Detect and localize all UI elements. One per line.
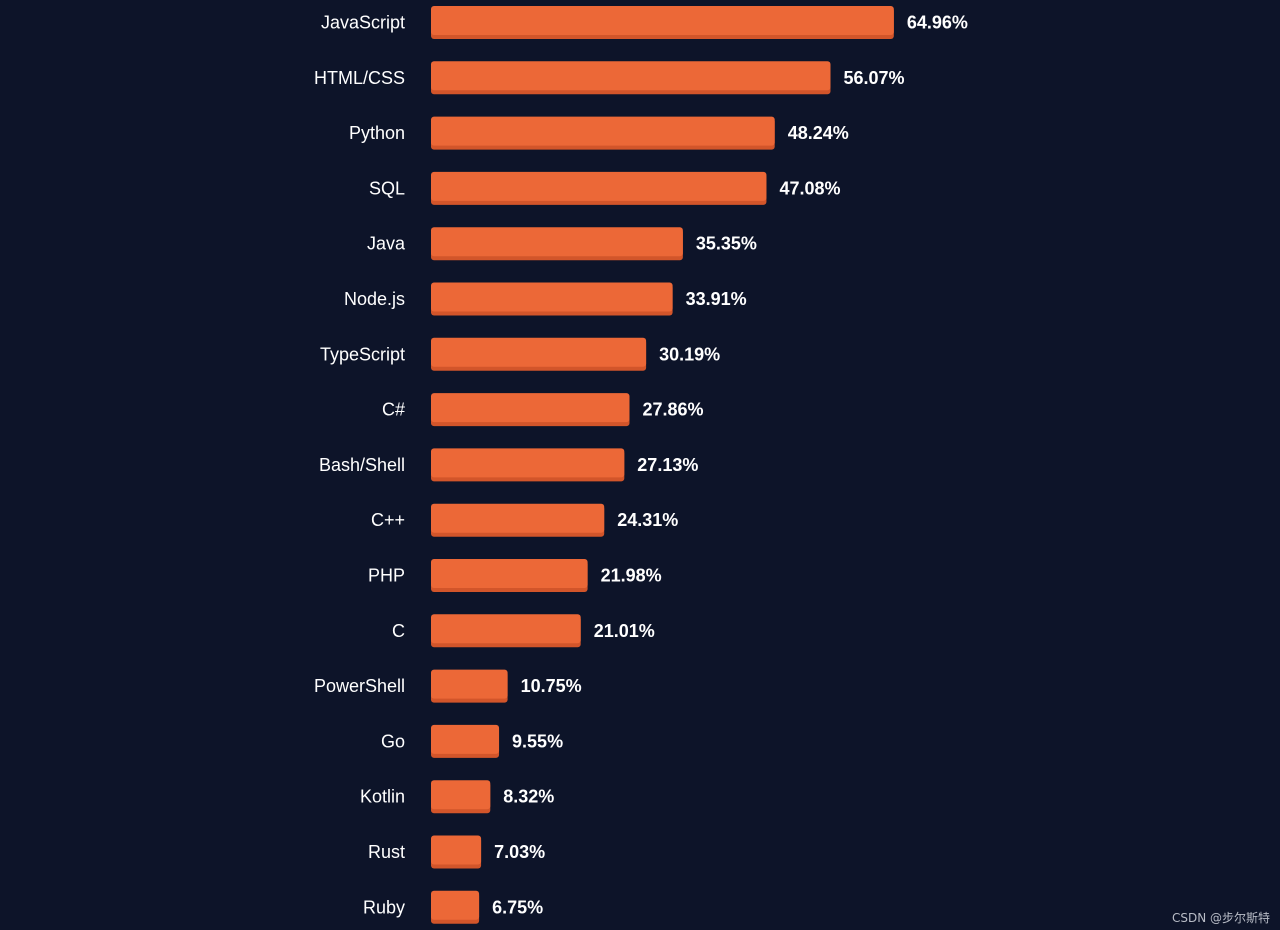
value-label: 8.32% [503, 787, 554, 807]
category-label: TypeScript [320, 344, 405, 364]
category-label: Node.js [344, 289, 405, 309]
value-label: 24.31% [617, 510, 678, 530]
category-label: SQL [369, 178, 405, 198]
category-label: PowerShell [314, 676, 405, 696]
value-label: 9.55% [512, 731, 563, 751]
category-label: Go [381, 731, 405, 751]
category-label: Java [367, 234, 406, 254]
bar [431, 448, 625, 478]
bar-row: SQL 47.08% [369, 171, 841, 205]
value-label: 30.19% [659, 344, 720, 364]
category-label: PHP [368, 566, 405, 586]
value-label: 47.08% [779, 178, 840, 198]
bar [431, 393, 630, 423]
bar-row: Go 9.55% [381, 724, 563, 758]
bar [431, 890, 480, 920]
value-label: 56.07% [843, 68, 904, 88]
bar-row: Node.js 33.91% [344, 282, 747, 316]
value-label: 27.86% [643, 400, 704, 420]
category-label: Kotlin [360, 787, 405, 807]
category-label: HTML/CSS [314, 68, 405, 88]
bar [431, 503, 605, 533]
bar-row: C++ 24.31% [371, 503, 678, 537]
bar [431, 559, 588, 588]
category-label: Bash/Shell [319, 455, 405, 475]
bar-row: TypeScript 30.19% [320, 337, 720, 371]
bar [431, 171, 767, 201]
bar [431, 227, 683, 257]
bar-row: JavaScript 64.96% [321, 6, 968, 39]
bar [431, 614, 581, 644]
bar-row: Kotlin 8.32% [360, 780, 554, 814]
bar-row: C 21.01% [392, 614, 655, 648]
category-label: C++ [371, 510, 405, 530]
value-label: 27.13% [637, 455, 698, 475]
bar-row: C# 27.86% [382, 393, 704, 427]
category-label: Ruby [363, 897, 405, 917]
value-label: 35.35% [696, 234, 757, 254]
watermark: CSDN @步尔斯特 [1171, 911, 1270, 925]
value-label: 21.01% [594, 621, 655, 641]
bar-row: Python 48.24% [349, 116, 849, 150]
bar [431, 116, 775, 146]
bar-row: Java 35.35% [367, 227, 757, 261]
category-label: Python [349, 123, 405, 143]
value-label: 6.75% [492, 897, 543, 917]
bar [431, 669, 508, 699]
category-label: C# [382, 400, 405, 420]
bar-row: Ruby 6.75% [363, 890, 543, 924]
value-label: 33.91% [686, 289, 747, 309]
bar-row: HTML/CSS 56.07% [314, 61, 905, 95]
value-label: 10.75% [521, 676, 582, 696]
bar-row: Bash/Shell 27.13% [319, 448, 698, 482]
bar-row: PowerShell 10.75% [314, 669, 582, 703]
value-label: 64.96% [907, 13, 968, 33]
bar [431, 61, 831, 91]
bar [431, 337, 647, 367]
category-label: JavaScript [321, 13, 405, 33]
bar [431, 6, 894, 35]
bar [431, 282, 673, 312]
value-label: 21.98% [601, 566, 662, 586]
bar-row: PHP 21.98% [368, 559, 662, 592]
bar [431, 780, 491, 810]
bar [431, 724, 500, 754]
category-label: Rust [368, 842, 405, 862]
bar-row: Rust 7.03% [368, 835, 545, 869]
value-label: 48.24% [788, 123, 849, 143]
category-label: C [392, 621, 405, 641]
value-label: 7.03% [494, 842, 545, 862]
bar [431, 835, 482, 865]
